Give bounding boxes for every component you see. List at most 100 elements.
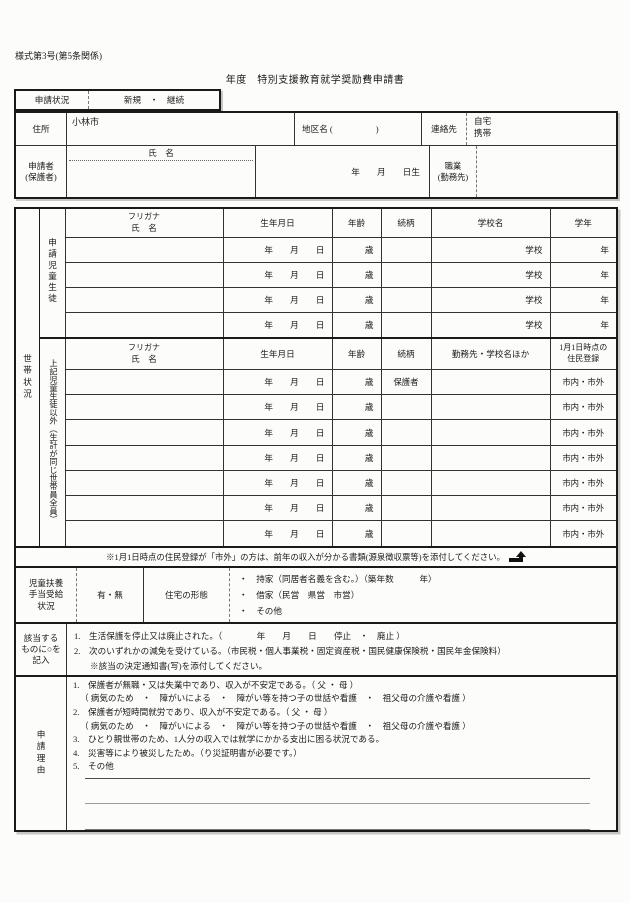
application-reason-section: 申請理由 1. 保護者が無職・又は失業中であり、収入が不安定である。（ 父 ・ … — [16, 674, 616, 830]
name-cell — [64, 520, 224, 547]
age-header: 年齢 — [331, 208, 382, 238]
household-status-strip: 世帯状況 — [16, 209, 40, 547]
registration-cell: 市内・市外 — [549, 520, 617, 547]
birth-cell: 年 月 日 — [222, 495, 333, 522]
housing-option: ・ 持家（同居者名義を含む。）（築年数 年） — [239, 574, 437, 585]
attachment-note-text: ※1月1日時点の住民登録が「市外」の方は、前年の収入が分かる書類(源泉徴収票等)… — [106, 553, 505, 563]
applicable-items-section: 該当する ものに○を 記入 1. 生活保護を停止又は廃止された。（ 年 月 日 … — [16, 621, 616, 675]
member-row: 年 月 日 歳 市内・市外 — [40, 469, 617, 497]
age-cell: 歳 — [331, 286, 382, 313]
registration-cell: 市内・市外 — [549, 444, 617, 471]
name-cell — [64, 495, 224, 522]
age-cell: 歳 — [331, 419, 382, 446]
reason-item-detail: （ 病気のため ・ 障がいによる ・ 障がい等を持つ子の世話や看護 ・ 祖父母の… — [80, 720, 471, 731]
relation-cell — [380, 236, 432, 263]
member-row: 年 月 日 歳 市内・市外 — [40, 444, 617, 471]
status-options: 新規 ・ 継続 — [123, 95, 185, 105]
contact-label: 連絡先 — [422, 113, 467, 145]
child-row: 年 月 日 歳 学校 年 — [40, 286, 617, 313]
applicant-name-field: 氏 名 — [67, 146, 256, 197]
work-header: 勤務先・学校名ほか — [430, 338, 551, 370]
reason-label-cell: 申請理由 — [16, 676, 67, 830]
age-cell: 歳 — [331, 236, 382, 263]
birth-cell: 年 月 日 — [222, 368, 333, 396]
age-cell: 歳 — [331, 394, 382, 421]
registration-cell: 市内・市外 — [549, 469, 617, 497]
contact-home-label: 自宅 — [474, 116, 492, 126]
registration-cell: 市内・市外 — [549, 419, 617, 446]
name-cell — [64, 469, 224, 497]
housing-options: ・ 持家（同居者名義を含む。）（築年数 年） ・ 借家（民営 県営 市営） ・ … — [230, 568, 616, 622]
age-header: 年齢 — [331, 338, 382, 370]
reason-item: 2. 保護者が短時間就労であり、収入が不安定である。（ 父 ・ 母 ） — [73, 707, 333, 718]
child-row: 年 月 日 歳 学校 年 — [40, 311, 617, 338]
birth-header: 生年月日 — [222, 338, 333, 370]
housing-type-label: 住宅の形態 — [144, 568, 230, 622]
name-cell — [64, 394, 224, 421]
name-cell — [64, 236, 224, 263]
allowance-label: 児童扶養 手当受給 状況 — [16, 568, 77, 622]
reason-item: 5. その他 — [73, 761, 114, 772]
applicant-info-table: 住所 小林市 地区名 ( ) 連絡先 自宅 携帯 申請者 (保護者) 氏 名 年… — [14, 111, 618, 199]
reason-item-detail: （ 病気のため ・ 障がいによる ・ 障がい等を持つ子の世話や看護 ・ 祖父母の… — [80, 693, 471, 704]
member-row: 年 月 日 歳 市内・市外 — [40, 394, 617, 421]
work-cell — [430, 419, 551, 446]
address-value: 小林市 — [67, 113, 295, 145]
school-cell: 学校 — [430, 236, 551, 263]
relation-cell — [380, 469, 432, 497]
bent-arrow-up-icon — [508, 551, 526, 563]
work-cell — [430, 469, 551, 497]
reason-item: 1. 保護者が無職・又は失業中であり、収入が不安定である。（ 父 ・ 母 ） — [73, 679, 359, 690]
registration-cell: 市内・市外 — [549, 495, 617, 522]
application-status-box: 申請状況 新規 ・ 継続 — [14, 89, 221, 111]
children-row-label: 申請児童生徒 — [39, 208, 66, 338]
registration-cell: 市内・市外 — [549, 368, 617, 396]
housing-option: ・ その他 — [239, 606, 282, 617]
child-allowance-section: 児童扶養 手当受給 状況 有・無 住宅の形態 ・ 持家（同居者名義を含む。）（築… — [16, 566, 616, 622]
school-cell: 学校 — [430, 261, 551, 288]
member-row: 年 月 日 歳 保護者 市内・市外 — [40, 368, 617, 396]
write-line — [85, 829, 590, 830]
relation-header: 続柄 — [380, 338, 432, 370]
work-cell — [430, 495, 551, 522]
age-cell: 歳 — [331, 311, 382, 338]
reason-label: 申請理由 — [36, 730, 46, 777]
write-line — [85, 803, 590, 804]
contact-field: 自宅 携帯 — [467, 113, 616, 145]
members-row-label: 上記児童生徒以外（生計が同じ世帯員全員） — [39, 338, 66, 547]
household-members-table: 上記児童生徒以外（生計が同じ世帯員全員） フリガナ 氏 名 生年月日 年齢 続柄… — [39, 338, 617, 547]
grade-cell: 年 — [549, 286, 617, 313]
reason-items: 1. 保護者が無職・又は失業中であり、収入が不安定である。（ 父 ・ 母 ） （… — [67, 677, 616, 830]
age-cell: 歳 — [331, 261, 382, 288]
contact-mobile-label: 携帯 — [474, 128, 492, 138]
birth-cell: 年 月 日 — [222, 469, 333, 497]
registration-cell: 市内・市外 — [549, 394, 617, 421]
relation-cell — [380, 444, 432, 471]
age-cell: 歳 — [331, 444, 382, 471]
attachment-note: ※1月1日時点の住民登録が「市外」の方は、前年の収入が分かる書類(源泉徴収票等)… — [16, 546, 616, 566]
applicant-children-table: 申請児童生徒 フリガナ 氏 名 生年月日 年齢 続柄 学校名 学年 年 月 日 — [39, 208, 617, 339]
grade-header: 学年 — [549, 208, 617, 238]
birth-cell: 年 月 日 — [222, 311, 333, 338]
applicant-row: 申請者 (保護者) 氏 名 年 月 日生 職業 (勤務先) — [16, 146, 616, 197]
name-cell — [64, 261, 224, 288]
child-row: 年 月 日 歳 学校 年 — [40, 261, 617, 288]
applicable-item: 1. 生活保護を停止又は廃止された。（ 年 月 日 停止 ・ 廃止 ） — [74, 630, 405, 641]
birth-cell: 年 月 日 — [222, 286, 333, 313]
birth-cell: 年 月 日 — [222, 394, 333, 421]
member-row: 年 月 日 歳 市内・市外 — [40, 495, 617, 522]
household-status-section: 世帯状況 申請児童生徒 フリガナ 氏 名 生年月日 年齢 続柄 — [16, 208, 617, 547]
allowance-yes-no: 有・無 — [77, 568, 144, 622]
housing-option: ・ 借家（民営 県営 市営） — [239, 590, 360, 601]
child-row: 年 月 日 歳 学校 年 — [40, 236, 617, 263]
birth-cell: 年 月 日 — [222, 236, 333, 263]
registration-header: 1月1日時点の 住民登録 — [549, 338, 617, 370]
name-header: フリガナ 氏 名 — [64, 338, 224, 370]
main-form-box: 世帯状況 申請児童生徒 フリガナ 氏 名 生年月日 年齢 続柄 — [14, 207, 618, 832]
occupation-write-space — [477, 146, 616, 197]
name-label: 氏 名 — [69, 146, 253, 161]
reason-item: 3. ひとり親世帯のため、1人分の収入では就学にかかる支出に困る状況である。 — [73, 734, 385, 745]
form-number: 様式第3号(第5条関係) — [15, 51, 102, 61]
relation-cell — [380, 261, 432, 288]
